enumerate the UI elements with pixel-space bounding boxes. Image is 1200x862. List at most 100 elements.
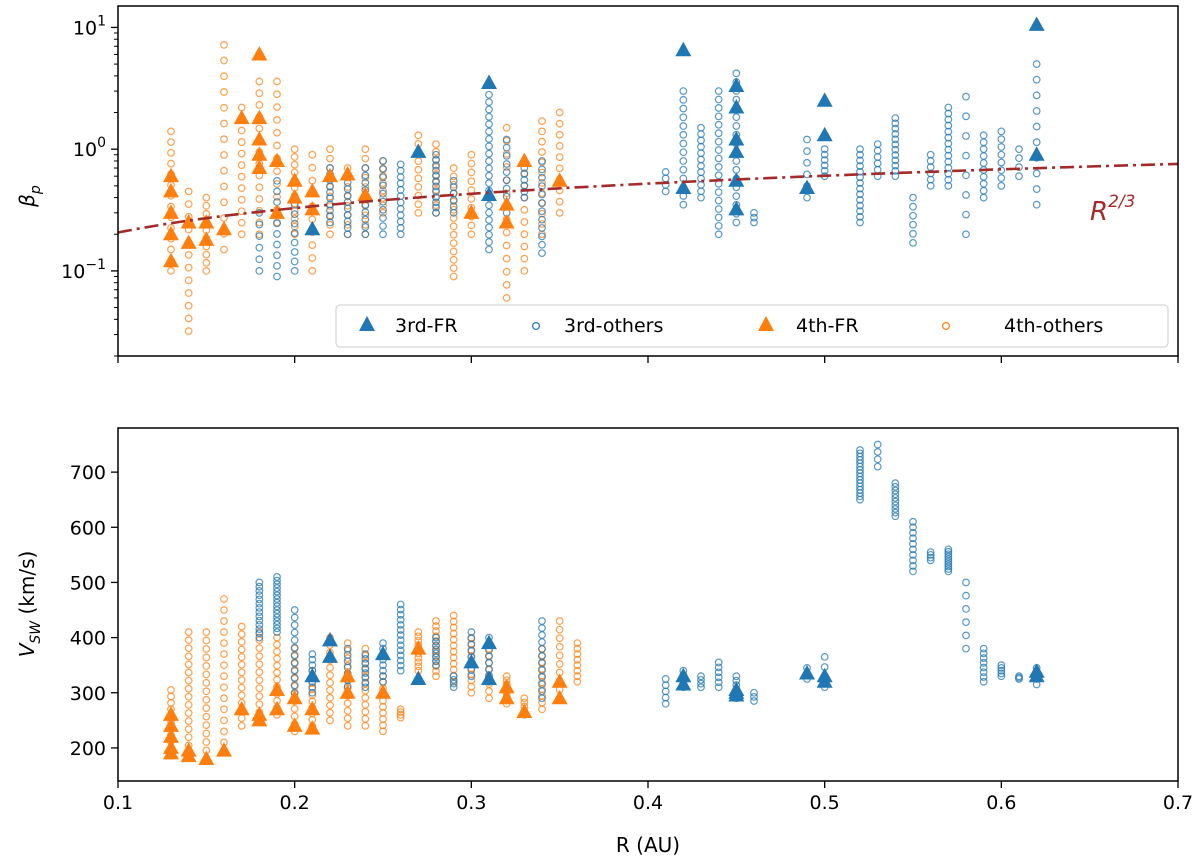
3rd-others-point — [856, 196, 864, 204]
3rd-others-point — [714, 673, 723, 682]
3rd-others-point — [1032, 107, 1041, 115]
3rd-others-point — [396, 610, 405, 619]
4th-others-point — [343, 220, 352, 229]
3rd-others-point — [273, 230, 281, 238]
3rd-others-point — [432, 182, 440, 191]
4th-others-point — [202, 721, 211, 730]
3rd-others-point — [290, 613, 299, 622]
3rd-others-point — [714, 196, 723, 205]
3rd-others-point — [856, 162, 864, 170]
3rd-others-point — [485, 90, 493, 99]
3rd-others-point — [361, 678, 370, 687]
4th-fr-point — [375, 684, 391, 699]
3rd-others-point — [520, 193, 529, 202]
4th-others-point — [237, 184, 246, 193]
4th-others-point — [379, 194, 387, 202]
4th-others-point — [290, 160, 299, 169]
3rd-fr-point — [816, 673, 833, 688]
4th-others-point — [343, 201, 352, 210]
3rd-others-point — [290, 651, 299, 660]
legend-marker-4th-others — [941, 322, 950, 331]
3rd-fr-point — [728, 99, 745, 114]
3rd-others-point — [520, 170, 529, 178]
3rd-others-point — [379, 165, 387, 174]
3rd-others-point — [502, 160, 511, 168]
4th-others-point — [255, 195, 264, 203]
3rd-others-point — [1015, 154, 1023, 163]
3rd-others-point — [432, 203, 440, 212]
4th-others-point — [414, 632, 423, 641]
4th-others-point — [184, 200, 193, 208]
3rd-others-point — [361, 673, 370, 682]
3rd-others-point — [1032, 200, 1041, 209]
4th-others-point — [343, 654, 352, 663]
3rd-others-point — [697, 675, 705, 684]
4th-others-point — [237, 126, 246, 135]
3rd-others-point — [891, 124, 900, 133]
4th-others-point — [326, 693, 334, 702]
3rd-others-point — [891, 151, 900, 159]
3rd-others-point — [396, 656, 405, 665]
legend-marker-3rd-others — [531, 322, 540, 331]
3rd-others-point — [997, 135, 1006, 144]
3rd-others-point — [255, 578, 264, 587]
4th-others-point — [167, 127, 175, 136]
3rd-others-point — [273, 580, 281, 589]
4th-others-point — [414, 191, 423, 200]
3rd-others-point — [379, 214, 387, 222]
3rd-others-point — [520, 175, 529, 184]
3rd-others-point — [891, 167, 900, 175]
4th-others-point — [538, 127, 546, 136]
4th-fr-point — [216, 220, 232, 236]
velocity-y-tick-label: 300 — [70, 683, 106, 705]
3rd-others-point — [273, 187, 281, 196]
3rd-others-point — [909, 211, 917, 220]
3rd-others-point — [714, 104, 723, 112]
3rd-others-point — [379, 672, 387, 681]
4th-fr-point — [251, 109, 268, 125]
3rd-others-point — [856, 446, 864, 454]
3rd-fr-point — [799, 665, 815, 680]
4th-others-point — [184, 628, 193, 636]
3rd-others-point — [485, 245, 493, 254]
4th-others-point — [255, 652, 264, 661]
3rd-others-point — [962, 151, 970, 160]
3rd-others-point — [873, 146, 882, 155]
4th-fr-point — [286, 717, 303, 732]
4th-others-point — [467, 159, 476, 168]
4th-others-point — [326, 220, 334, 229]
3rd-others-point — [273, 176, 281, 185]
4th-others-point — [449, 239, 458, 248]
3rd-others-point — [255, 587, 264, 595]
4th-others-point — [184, 700, 193, 709]
3rd-others-point — [361, 659, 370, 668]
3rd-others-point — [361, 654, 370, 663]
3rd-others-point — [290, 643, 299, 652]
3rd-others-point — [750, 692, 758, 701]
3rd-others-point — [432, 649, 440, 658]
3rd-others-point — [944, 550, 953, 559]
4th-fr-point — [498, 214, 515, 229]
3rd-others-point — [679, 95, 688, 104]
3rd-others-point — [697, 130, 705, 138]
4th-others-point — [237, 138, 246, 146]
4th-others-point — [273, 167, 281, 176]
3rd-others-point — [944, 103, 953, 112]
3rd-others-point — [820, 156, 829, 164]
3rd-others-point — [962, 92, 970, 101]
4th-others-point — [255, 89, 264, 98]
3rd-others-point — [697, 142, 705, 151]
3rd-others-point — [714, 137, 723, 146]
3rd-others-point — [485, 658, 493, 667]
4th-others-point — [220, 595, 228, 603]
4th-others-point — [449, 272, 458, 281]
3rd-others-point — [449, 683, 458, 692]
3rd-others-point — [979, 658, 988, 667]
3rd-others-point — [697, 181, 705, 189]
3rd-others-point — [361, 669, 370, 677]
3rd-others-point — [1032, 138, 1041, 147]
3rd-others-point — [926, 550, 935, 559]
3rd-others-point — [255, 612, 264, 621]
legend-marker-4th-fr — [758, 316, 774, 331]
